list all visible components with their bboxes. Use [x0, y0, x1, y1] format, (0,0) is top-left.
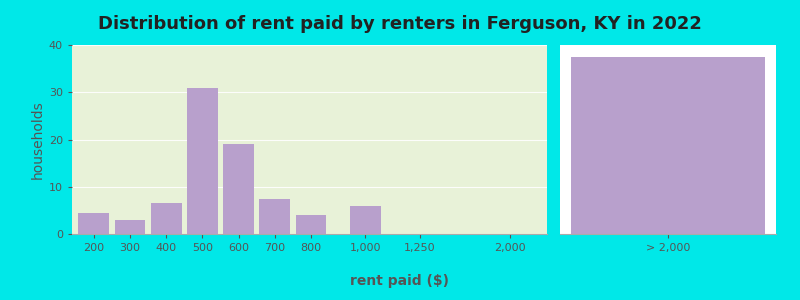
- Bar: [296, 215, 326, 234]
- Bar: [114, 220, 146, 234]
- Text: rent paid ($): rent paid ($): [350, 274, 450, 288]
- Y-axis label: households: households: [30, 100, 45, 179]
- Bar: [150, 203, 182, 234]
- Bar: [187, 88, 218, 234]
- Bar: [223, 144, 254, 234]
- Bar: [350, 206, 381, 234]
- Bar: [259, 199, 290, 234]
- Text: Distribution of rent paid by renters in Ferguson, KY in 2022: Distribution of rent paid by renters in …: [98, 15, 702, 33]
- Bar: [78, 213, 109, 234]
